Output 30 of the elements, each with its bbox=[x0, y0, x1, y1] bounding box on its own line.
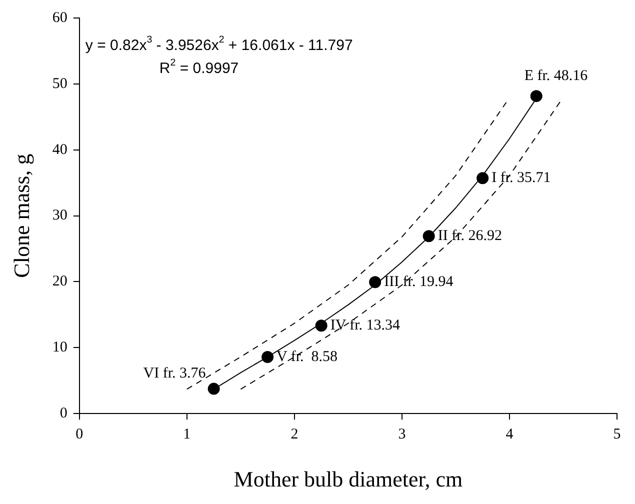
point bbox=[208, 382, 220, 395]
x-axis-title: Mother bulb diameter, cm bbox=[234, 466, 463, 492]
x-tick-label: 1 bbox=[183, 426, 191, 443]
y-tick-label: 30 bbox=[52, 208, 68, 224]
y-axis-title: Clone mass, g bbox=[8, 154, 34, 278]
y-tick-label: 10 bbox=[52, 340, 68, 356]
y-tick-label: 60 bbox=[52, 10, 68, 26]
point bbox=[422, 230, 435, 242]
y-tick-label: 0 bbox=[60, 406, 68, 422]
y-tick-label: 40 bbox=[52, 142, 68, 158]
y-tick-label: 50 bbox=[52, 76, 68, 92]
data-label: VI fr. 3.76 bbox=[143, 366, 206, 382]
x-tick-label: 2 bbox=[290, 426, 298, 443]
point bbox=[530, 90, 542, 102]
data-label: V fr. 8.58 bbox=[276, 348, 338, 365]
data-label: III fr. 19.94 bbox=[384, 274, 454, 290]
x-tick-label: 4 bbox=[506, 426, 514, 443]
point bbox=[369, 276, 382, 288]
y-tick-label: 20 bbox=[52, 274, 68, 290]
data-label: II fr. 26.92 bbox=[438, 228, 502, 244]
point bbox=[476, 172, 489, 184]
x-tick-label: 5 bbox=[613, 426, 621, 443]
line-series bbox=[240, 100, 562, 390]
x-tick-label: 0 bbox=[76, 426, 84, 443]
point bbox=[315, 320, 328, 332]
data-label: E fr. 48.16 bbox=[524, 68, 588, 84]
x-tick-label: 3 bbox=[398, 426, 406, 443]
data-label: I fr. 35.71 bbox=[492, 170, 551, 186]
point bbox=[262, 351, 274, 364]
data-label: IV fr. 13.34 bbox=[330, 318, 401, 334]
